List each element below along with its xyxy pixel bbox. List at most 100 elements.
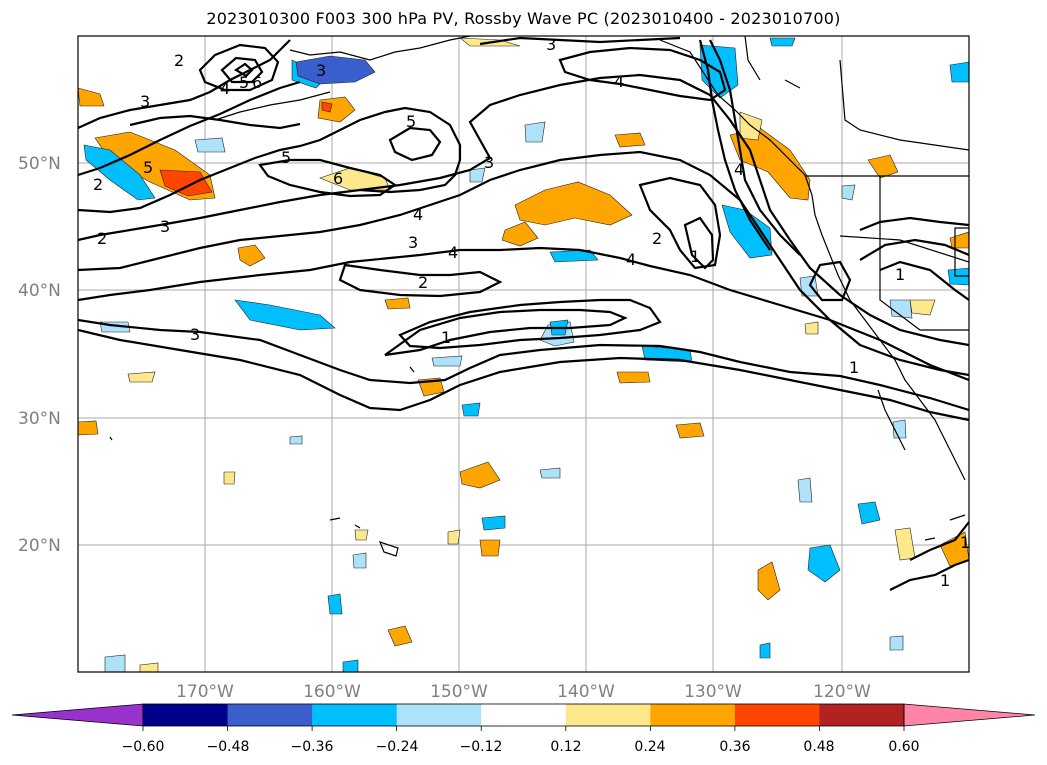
contour-label: 3 <box>546 35 556 54</box>
colorbar-tick-label: 0.36 <box>719 739 750 755</box>
contour-label: 4 <box>413 205 423 224</box>
contour-label: 1 <box>690 247 700 266</box>
colorbar-segment <box>650 704 736 726</box>
colorbar-segment <box>565 704 651 726</box>
lon-label-160w: 160°W <box>303 682 361 702</box>
anomaly-patch <box>769 37 796 47</box>
anomaly-patch <box>194 137 226 153</box>
contour-line <box>258 158 397 198</box>
pv-contours <box>78 36 969 591</box>
contour-label: 4 <box>614 72 624 91</box>
contour-line <box>859 216 969 232</box>
lon-label-170w: 170°W <box>176 682 234 702</box>
anomaly-patch <box>319 167 391 191</box>
anomaly-patch <box>354 529 369 541</box>
colorbar-extend-high <box>903 703 1036 727</box>
contour-line <box>220 56 264 84</box>
contour-label: 2 <box>93 175 103 194</box>
anomaly-patch <box>616 371 651 384</box>
anomaly-patch <box>459 461 501 489</box>
coastlines <box>109 36 969 557</box>
lon-label-150w: 150°W <box>430 682 488 702</box>
contour-line <box>909 521 969 561</box>
anomaly-patch <box>139 662 159 672</box>
contour-line <box>78 328 969 422</box>
contour-label: 3 <box>190 325 200 344</box>
anomaly-patch <box>841 184 856 201</box>
contour-label: 4 <box>734 160 744 179</box>
contour-label: 1 <box>940 571 950 590</box>
colorbar-tick-label: 0.12 <box>550 739 581 755</box>
colorbar-tick-label: −0.48 <box>207 739 250 755</box>
anomaly-patch <box>289 435 303 445</box>
map-frame <box>77 35 970 673</box>
colorbar-tick-label: 0.60 <box>888 739 919 755</box>
anomaly-patch <box>757 561 781 601</box>
latitude-labels: 20°N 30°N 40°N 50°N <box>18 154 61 556</box>
colorbar-segment <box>481 704 567 726</box>
contour-label: 5 <box>406 112 416 131</box>
colorbar-segment <box>396 704 482 726</box>
contour-line <box>198 43 280 92</box>
anomaly-patch <box>889 635 904 651</box>
anomaly-patch <box>889 299 913 319</box>
contour-label: 4 <box>448 243 458 262</box>
anomaly-patch <box>223 471 236 485</box>
colorbar-segment <box>143 704 229 726</box>
lat-label-30n: 30°N <box>18 409 61 429</box>
colorbar-tick-label: −0.12 <box>460 739 503 755</box>
contour-label: 4 <box>626 250 636 269</box>
contour-line <box>398 298 662 350</box>
contour-label: 1 <box>895 265 905 284</box>
lon-label-140w: 140°W <box>557 682 615 702</box>
contour-line <box>78 150 969 377</box>
anomaly-patch <box>479 539 501 557</box>
anomaly-patch <box>729 127 811 201</box>
contour-line <box>479 36 681 46</box>
contour-line <box>859 238 969 261</box>
lat-label-20n: 20°N <box>18 536 61 556</box>
contour-line <box>683 216 715 270</box>
lon-label-130w: 130°W <box>684 682 742 702</box>
contour-labels: 3 2 4 5 6 3 3 4 5 5 6 3 2 3 4 3 4 2 4 2 … <box>93 35 969 590</box>
anomaly-patch <box>104 654 126 672</box>
contour-label: 6 <box>333 169 343 188</box>
colorbar-tick-label: 0.24 <box>634 739 665 755</box>
contour-label: 2 <box>174 51 184 70</box>
colorbar-ticks <box>142 726 905 731</box>
colorbar-segment <box>734 704 820 726</box>
anomaly-patch <box>159 169 213 197</box>
anomaly-patch <box>481 515 506 531</box>
anomaly-patch <box>83 144 156 201</box>
contour-label: 3 <box>408 233 418 252</box>
colorbar-tick-label: 0.48 <box>803 739 834 755</box>
contour-label: 6 <box>252 73 262 92</box>
contour-label: 1 <box>441 328 451 347</box>
contour-label: 3 <box>160 217 170 236</box>
anomaly-patch <box>237 244 266 267</box>
anomaly-patch <box>867 154 899 179</box>
contour-line <box>889 558 969 591</box>
lat-label-40n: 40°N <box>18 281 61 301</box>
map-plot-area <box>78 36 969 672</box>
anomaly-patch <box>327 593 343 615</box>
anomaly-patch <box>514 181 633 226</box>
contour-line <box>879 260 969 301</box>
contour-line <box>78 246 969 382</box>
contour-label: 2 <box>418 273 428 292</box>
anomaly-patch <box>291 59 321 89</box>
contour-line <box>233 62 254 78</box>
colorbar-labels: −0.60 −0.48 −0.36 −0.24 −0.12 0.12 0.24 … <box>122 739 920 755</box>
contour-line <box>129 114 301 130</box>
longitude-labels: 170°W 160°W 150°W 140°W 130°W 120°W <box>176 682 871 702</box>
contour-label: 3 <box>484 153 494 172</box>
colorbar-segment <box>312 704 398 726</box>
colorbar-tick-label: −0.60 <box>122 739 165 755</box>
anomaly-patch <box>431 355 463 367</box>
anomaly-patch <box>384 297 411 310</box>
anomaly-patch <box>352 552 367 569</box>
anomaly-patch <box>614 132 646 148</box>
anomaly-patch <box>949 61 969 83</box>
contour-label: 2 <box>652 229 662 248</box>
